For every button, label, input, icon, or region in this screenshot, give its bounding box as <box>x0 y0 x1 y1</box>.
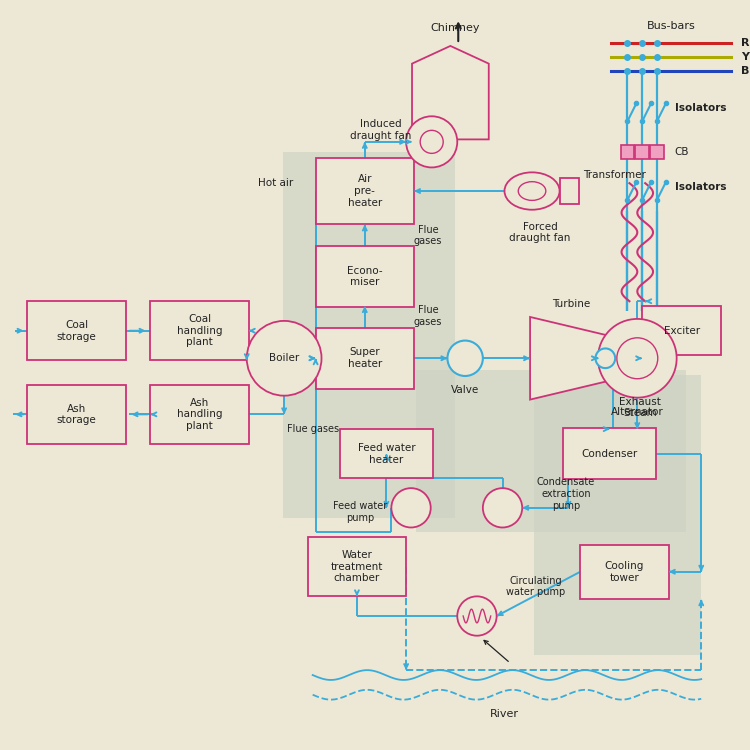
FancyBboxPatch shape <box>635 145 649 158</box>
Polygon shape <box>284 152 455 518</box>
Circle shape <box>616 338 658 379</box>
Text: Exhaust
Steam: Exhaust Steam <box>620 397 662 418</box>
FancyBboxPatch shape <box>560 178 579 204</box>
FancyBboxPatch shape <box>316 246 414 307</box>
Circle shape <box>392 488 430 527</box>
FancyBboxPatch shape <box>150 302 249 360</box>
Circle shape <box>596 349 615 368</box>
Text: Coal
storage: Coal storage <box>57 320 97 341</box>
Text: Circulating
water pump: Circulating water pump <box>506 576 566 597</box>
Text: R: R <box>740 38 749 49</box>
Text: Chimney: Chimney <box>430 23 480 33</box>
Text: Ash
storage: Ash storage <box>57 404 97 425</box>
Circle shape <box>598 319 676 398</box>
Text: Forced
draught fan: Forced draught fan <box>509 221 571 243</box>
Circle shape <box>247 321 322 396</box>
Text: Feed water
heater: Feed water heater <box>358 443 416 464</box>
Text: CB: CB <box>675 147 689 157</box>
Text: Water
treatment
chamber: Water treatment chamber <box>331 550 383 584</box>
Text: Ash
handling
plant: Ash handling plant <box>177 398 222 431</box>
Text: Coal
handling
plant: Coal handling plant <box>177 314 222 347</box>
Text: Induced
draught fan: Induced draught fan <box>350 119 411 141</box>
Text: B: B <box>740 66 749 76</box>
Text: River: River <box>490 710 519 719</box>
FancyBboxPatch shape <box>27 385 126 444</box>
Text: Flue
gases: Flue gases <box>414 305 442 327</box>
Polygon shape <box>534 375 701 656</box>
FancyBboxPatch shape <box>650 145 664 158</box>
Circle shape <box>448 340 483 376</box>
Polygon shape <box>412 46 489 140</box>
FancyBboxPatch shape <box>316 328 414 388</box>
Circle shape <box>406 116 457 167</box>
Text: Flue gases: Flue gases <box>286 424 339 434</box>
Polygon shape <box>530 317 613 400</box>
Text: Y: Y <box>740 53 748 62</box>
Circle shape <box>420 130 443 153</box>
Text: Cooling
tower: Cooling tower <box>604 561 644 583</box>
FancyBboxPatch shape <box>563 428 656 479</box>
Ellipse shape <box>505 172 560 210</box>
Text: Flue
gases: Flue gases <box>414 224 442 246</box>
Text: Boiler: Boiler <box>269 353 299 363</box>
Text: Condenser: Condenser <box>582 448 638 459</box>
Text: Econo-
miser: Econo- miser <box>347 266 382 287</box>
Text: Feed water
pump: Feed water pump <box>333 501 387 523</box>
FancyBboxPatch shape <box>308 537 406 596</box>
FancyBboxPatch shape <box>580 544 669 598</box>
FancyBboxPatch shape <box>27 302 126 360</box>
Text: Bus-bars: Bus-bars <box>646 21 695 31</box>
Text: Turbine: Turbine <box>552 299 590 309</box>
Text: Isolators: Isolators <box>675 104 726 113</box>
Text: Transformer: Transformer <box>584 170 646 180</box>
Text: Condensate
extraction
pump: Condensate extraction pump <box>537 478 596 511</box>
Text: Super
heater: Super heater <box>348 347 382 369</box>
Circle shape <box>458 596 497 636</box>
FancyBboxPatch shape <box>340 429 433 478</box>
FancyBboxPatch shape <box>620 145 634 158</box>
Text: Air
pre-
heater: Air pre- heater <box>348 175 382 208</box>
Text: Hot air: Hot air <box>258 178 293 188</box>
Text: Exciter: Exciter <box>664 326 700 336</box>
Text: Alternator: Alternator <box>611 407 664 418</box>
FancyBboxPatch shape <box>150 385 249 444</box>
Polygon shape <box>416 370 686 532</box>
Text: Valve: Valve <box>451 385 479 394</box>
FancyBboxPatch shape <box>642 306 721 356</box>
FancyBboxPatch shape <box>316 158 414 224</box>
Ellipse shape <box>518 182 546 200</box>
Text: Isolators: Isolators <box>675 182 726 192</box>
Circle shape <box>483 488 522 527</box>
